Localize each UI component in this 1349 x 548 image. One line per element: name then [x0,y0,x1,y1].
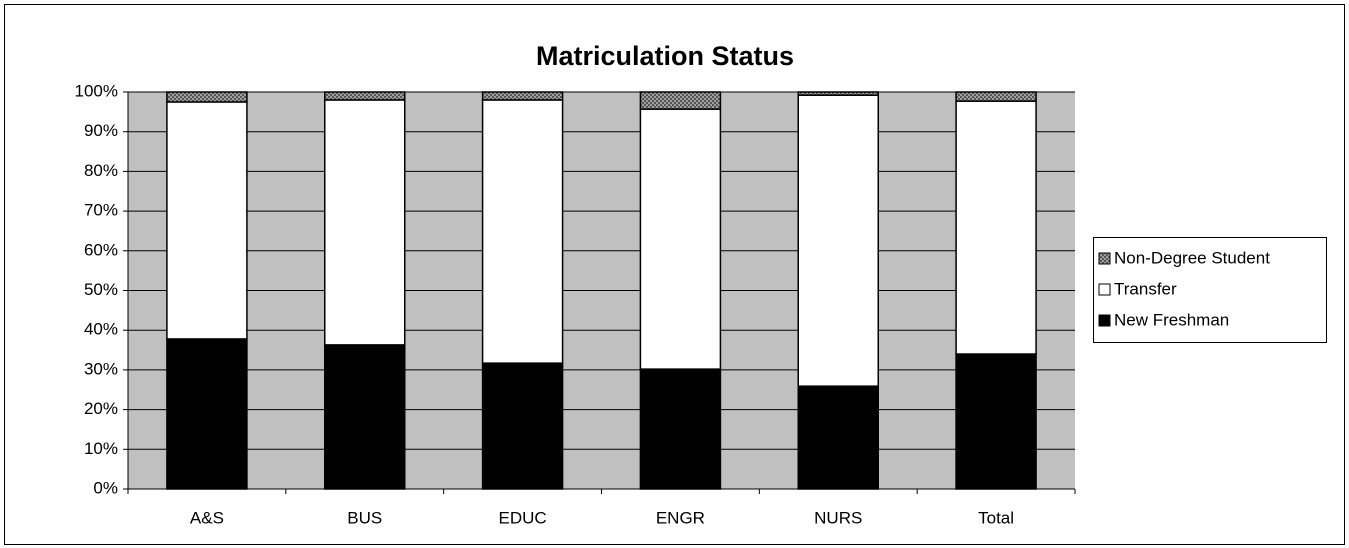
bar-segment [955,91,1037,102]
x-tick-label: Total [978,508,1014,527]
x-tick-label: A&S [190,508,224,527]
bar-segment [797,385,879,490]
y-tick-label: 70% [84,201,118,220]
bar-segment [955,353,1037,490]
bar-segment [481,99,564,364]
y-tick-label: 20% [84,399,118,418]
legend-swatch [1098,314,1111,327]
chart-title: Matriculation Status [536,41,794,71]
bar-segment [324,344,406,490]
bar-segment [639,368,722,490]
y-tick-label: 100% [75,81,118,100]
bar-segment [639,91,722,110]
y-tick-label: 60% [84,240,118,259]
bar-segment [481,91,564,101]
bar-segment [324,91,406,101]
x-tick-label: ENGR [656,508,705,527]
y-tick-label: 0% [93,478,118,497]
bar-segment [797,91,879,96]
legend-label: New Freshman [1114,310,1229,329]
legend-label: Non-Degree Student [1114,248,1270,267]
legend-swatch [1098,283,1111,296]
bar-segment [481,362,564,490]
bar-segment [166,91,248,103]
x-tick-label: EDUC [498,508,546,527]
y-tick-label: 10% [84,439,118,458]
bar-segment [166,101,248,340]
y-tick-label: 40% [84,320,118,339]
legend-label: Transfer [1114,279,1177,298]
x-tick-label: NURS [814,508,862,527]
x-tick-label: BUS [347,508,382,527]
y-tick-label: 30% [84,359,118,378]
bar-segment [166,338,248,490]
y-tick-label: 50% [84,280,118,299]
bar-segment [639,108,722,370]
legend-swatch [1098,252,1111,265]
y-tick-label: 90% [84,121,118,140]
bar-segment [797,94,879,387]
legend-box [1093,237,1327,343]
bar-segment [955,100,1037,355]
y-tick-label: 80% [84,161,118,180]
bar-segment [324,99,406,346]
